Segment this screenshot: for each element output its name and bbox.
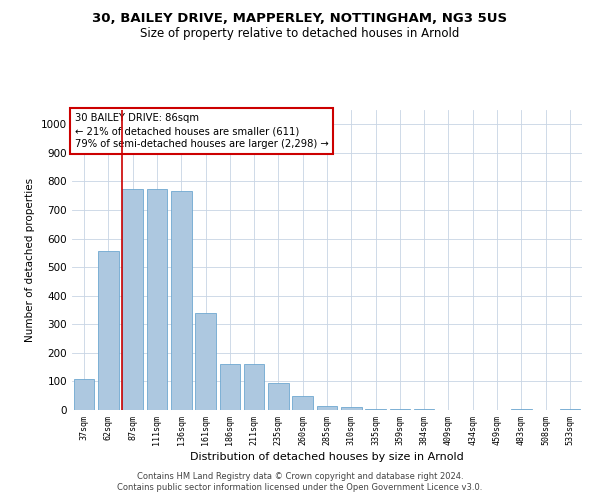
Y-axis label: Number of detached properties: Number of detached properties — [25, 178, 35, 342]
Bar — [389, 408, 410, 410]
Text: Distribution of detached houses by size in Arnold: Distribution of detached houses by size … — [190, 452, 464, 462]
Bar — [560, 408, 580, 410]
Bar — [317, 406, 337, 410]
Bar — [292, 396, 313, 410]
Text: Size of property relative to detached houses in Arnold: Size of property relative to detached ho… — [140, 28, 460, 40]
Bar — [74, 378, 94, 410]
Text: 30, BAILEY DRIVE, MAPPERLEY, NOTTINGHAM, NG3 5US: 30, BAILEY DRIVE, MAPPERLEY, NOTTINGHAM,… — [92, 12, 508, 26]
Bar — [98, 252, 119, 410]
Text: Contains public sector information licensed under the Open Government Licence v3: Contains public sector information licen… — [118, 484, 482, 492]
Bar — [414, 408, 434, 410]
Bar — [365, 408, 386, 410]
Bar — [146, 188, 167, 410]
Bar — [220, 364, 240, 410]
Bar — [195, 313, 216, 410]
Bar — [341, 406, 362, 410]
Bar — [171, 192, 191, 410]
Bar — [511, 408, 532, 410]
Bar — [244, 364, 265, 410]
Bar — [122, 188, 143, 410]
Bar — [268, 383, 289, 410]
Text: 30 BAILEY DRIVE: 86sqm
← 21% of detached houses are smaller (611)
79% of semi-de: 30 BAILEY DRIVE: 86sqm ← 21% of detached… — [74, 113, 328, 150]
Text: Contains HM Land Registry data © Crown copyright and database right 2024.: Contains HM Land Registry data © Crown c… — [137, 472, 463, 481]
